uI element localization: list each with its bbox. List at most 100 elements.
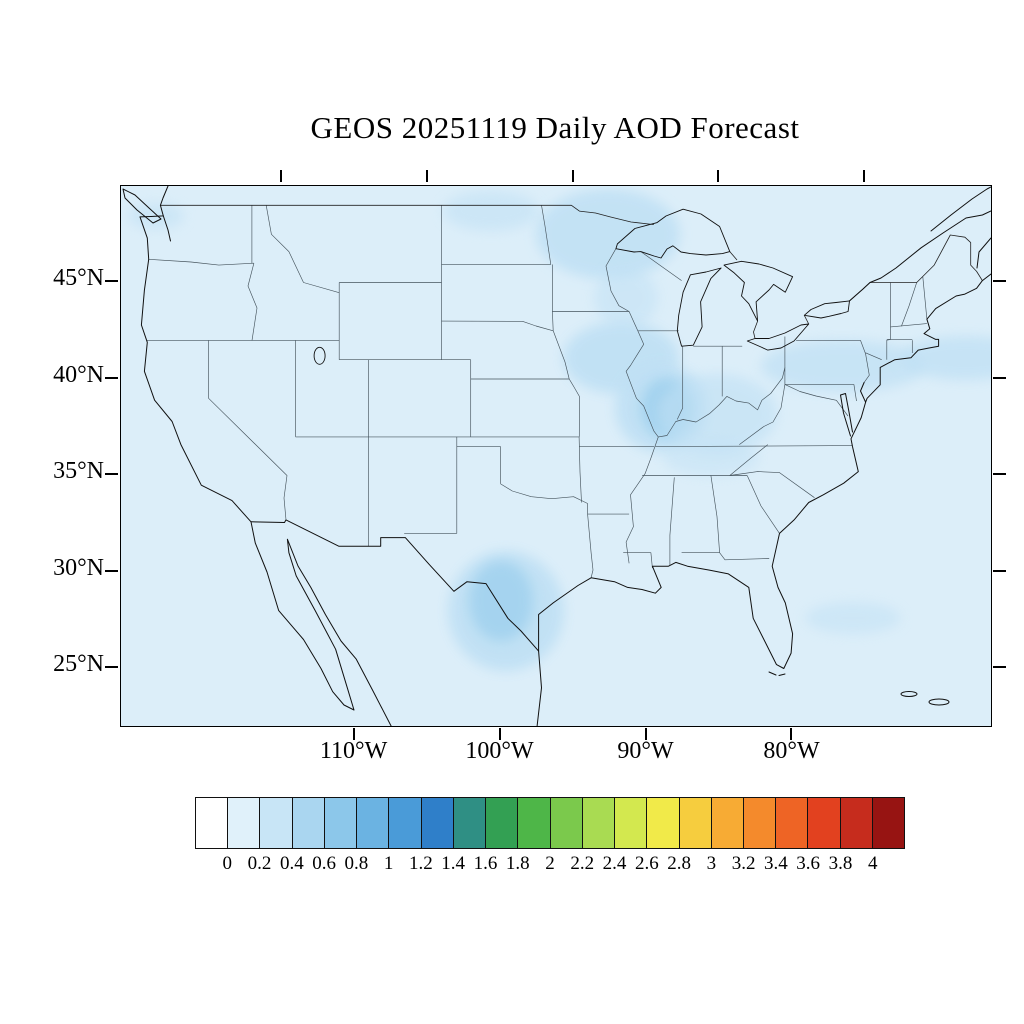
lake-superior [615, 208, 731, 259]
map-plot [120, 185, 992, 727]
chart-title: GEOS 20251119 Daily AOD Forecast [310, 110, 800, 145]
colorbar-tick-label: 2.6 [634, 853, 659, 874]
aod-patch-northeast-offshore [900, 336, 991, 380]
x-axis-tick-top [571, 170, 574, 182]
colorbar-cell [259, 797, 293, 849]
colorbar-tick-label: 1.8 [505, 853, 530, 874]
aod-patch-montana-dakota [443, 191, 539, 231]
aod-shading-layer [128, 189, 991, 671]
colorbar-tick-label: 2.4 [602, 853, 627, 874]
colorbar-tick-label: 1.4 [441, 853, 466, 874]
y-axis-tick-left [105, 473, 118, 476]
chesapeake-bay [840, 393, 853, 437]
colorbar-tick-label: 3.8 [828, 853, 853, 874]
colorbar-cell [614, 797, 648, 849]
pacific-coast [139, 186, 392, 726]
colorbar-tick-label: 1 [383, 853, 394, 874]
great-salt-lake [313, 346, 326, 365]
colorbar-tick-label: 0.8 [344, 853, 369, 874]
coastlines [122, 186, 991, 726]
x-axis-tick-label: 100°W [465, 738, 534, 764]
bahamas-island [928, 698, 950, 706]
state-borders [147, 205, 928, 578]
colorbar-tick-label: 3.4 [764, 853, 788, 874]
y-axis-tick-right [993, 473, 1006, 476]
aod-patch-indiana-ohio [657, 374, 777, 454]
colorbar-cell [195, 797, 229, 849]
puget-sound [162, 215, 171, 242]
colorbar-cell [291, 797, 325, 849]
colorbar-cell [227, 797, 261, 849]
aod-patch-florida-offshore [805, 602, 901, 634]
x-axis-tick-label: 90°W [617, 738, 674, 764]
colorbar-cell [388, 797, 422, 849]
colorbar-labels: 0 0.2 0.4 0.6 0.8 1 1.2 1.4 1.6 1.8 2 2.2 2.4 2.6 2.8 3… [195, 853, 905, 879]
y-axis-tick-label: 45°N [53, 265, 104, 292]
gulf-atl-coast [538, 273, 991, 669]
bahamas-island [900, 691, 918, 697]
colorbar [195, 797, 906, 849]
mexico-border [250, 519, 542, 726]
colorbar-tick-label: 0.2 [247, 853, 272, 874]
colorbar-tick-label: 1.6 [473, 853, 498, 874]
x-axis-tick-label: 110°W [319, 738, 388, 764]
colorbar-cell [323, 797, 358, 849]
y-axis-tick-left [105, 280, 118, 283]
y-axis-tick-right [993, 376, 1006, 379]
y-axis-tick-label: 40°N [53, 361, 104, 388]
colorbar-cell [710, 797, 744, 849]
aod-patch-lake-michigan [594, 268, 658, 328]
colorbar-cell [807, 797, 841, 849]
us-map [122, 186, 991, 726]
lake-michigan [676, 267, 722, 347]
colorbar-tick-label: 3 [706, 853, 717, 874]
colorbar-cell [742, 797, 777, 849]
aod-patch-minnesota [536, 189, 680, 279]
colorbar-tick-label: 2.2 [570, 853, 595, 874]
x-axis-tick-label: 80°W [763, 738, 820, 764]
x-axis-tick-bottom [498, 728, 501, 740]
colorbar-cell [871, 797, 906, 849]
colorbar-tick-label: 4 [867, 853, 878, 874]
y-axis-tick-left [105, 569, 118, 572]
colorbar-cell [452, 797, 487, 849]
y-axis-tick-right [993, 666, 1006, 669]
delaware-bay [860, 382, 867, 403]
y-axis-tick-label: 25°N [53, 651, 104, 678]
vancouver-island [122, 188, 162, 224]
colorbar-cell [485, 797, 519, 849]
aod-patch-kentucky [663, 440, 759, 476]
colorbar-tick-label: 3.6 [796, 853, 821, 874]
aod-patch-mid-atlantic [761, 340, 925, 392]
y-axis-tick-label: 35°N [53, 458, 104, 485]
aod-patch-texas-core [469, 561, 533, 641]
colorbar-tick-label: 0.4 [279, 853, 304, 874]
x-axis-tick-top [425, 170, 428, 182]
colorbar-cell [775, 797, 809, 849]
x-axis-tick-bottom [352, 728, 355, 740]
y-axis-tick-right [993, 280, 1006, 283]
colorbar-cell [356, 797, 390, 849]
x-axis-tick-top [717, 170, 720, 182]
colorbar-tick-label: 0.6 [312, 853, 336, 874]
colorbar-cell [839, 797, 873, 849]
colorbar-cell [420, 797, 454, 849]
colorbar-cell [678, 797, 712, 849]
colorbar-cell [581, 797, 616, 849]
x-axis-tick-bottom [644, 728, 647, 740]
x-axis-tick-top [863, 170, 866, 182]
lake-huron [723, 260, 794, 322]
colorbar-tick-label: 3.2 [731, 853, 756, 874]
y-axis-tick-left [105, 666, 118, 669]
x-axis-tick-bottom [790, 728, 793, 740]
colorbar-tick-label: 1.2 [409, 853, 433, 874]
y-axis-tick-right [993, 569, 1006, 572]
colorbar-cell [517, 797, 551, 849]
x-axis-tick-top [279, 170, 282, 182]
colorbar-tick-label: 2 [545, 853, 555, 874]
bay-of-fundy [976, 237, 991, 269]
colorbar-cell [646, 797, 680, 849]
y-axis-tick-left [105, 376, 118, 379]
lake-ontario [803, 300, 850, 319]
